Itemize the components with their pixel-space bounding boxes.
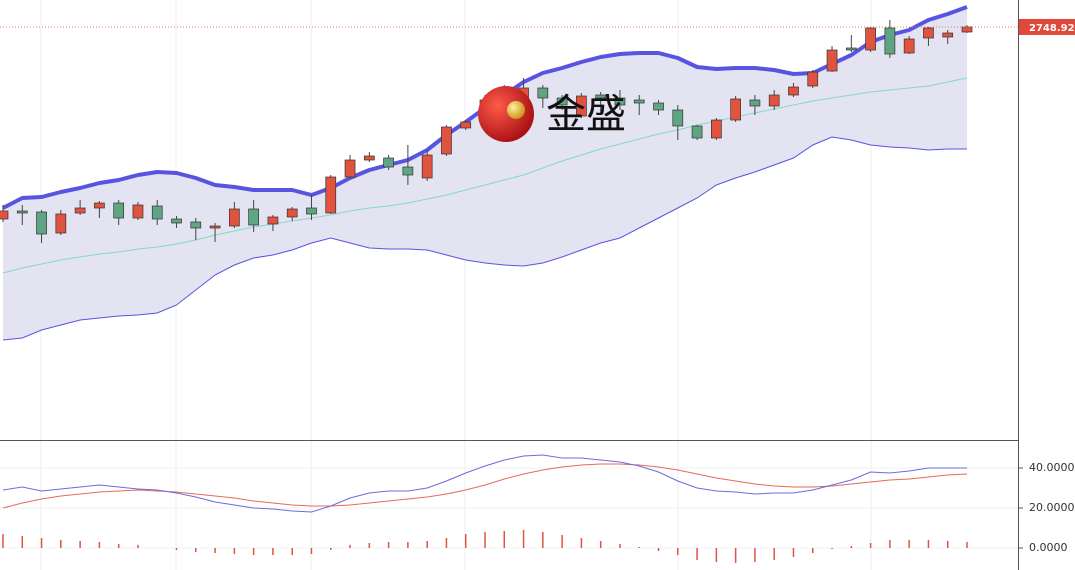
candle-body bbox=[441, 126, 452, 155]
y-tick-label: 20.0000 bbox=[1029, 501, 1075, 514]
candle-body bbox=[74, 207, 86, 214]
candle-body bbox=[730, 98, 741, 121]
logo-circle bbox=[478, 86, 534, 142]
candle-body bbox=[229, 208, 240, 227]
candle-body bbox=[460, 121, 472, 129]
watermark-logo: 金盛 bbox=[478, 86, 626, 142]
candle-body bbox=[614, 97, 626, 106]
candle-body bbox=[595, 94, 607, 99]
candle-body bbox=[151, 205, 163, 220]
candle-body bbox=[383, 157, 394, 168]
candle-body bbox=[306, 207, 317, 215]
y-tick-label: 0.0000 bbox=[1029, 541, 1068, 554]
candle-body bbox=[0, 210, 9, 220]
candle-body bbox=[190, 221, 202, 229]
candle-body bbox=[961, 26, 973, 33]
candle-body bbox=[691, 125, 703, 139]
candle-body bbox=[267, 216, 279, 225]
candle-body bbox=[633, 99, 645, 104]
candle-body bbox=[768, 94, 780, 107]
candle-body bbox=[672, 109, 684, 127]
candle-body bbox=[884, 27, 896, 55]
candle-body bbox=[576, 95, 587, 117]
candle-body bbox=[36, 211, 47, 235]
last-price-label: 2748.920 bbox=[1029, 23, 1075, 34]
candle-body bbox=[749, 99, 761, 107]
candle-body bbox=[94, 202, 105, 209]
candle-body bbox=[903, 38, 915, 54]
candle-body bbox=[171, 218, 182, 224]
price-axis: 2748.920 0.0000 20.0000 40.0000 bbox=[1018, 18, 1075, 554]
candle-body bbox=[556, 97, 568, 106]
last-price-box bbox=[1019, 18, 1075, 35]
candle-body bbox=[807, 71, 819, 87]
candle-body bbox=[845, 47, 857, 51]
candle-body bbox=[286, 208, 298, 218]
candle-body bbox=[132, 204, 144, 219]
macd-panel bbox=[0, 454, 1018, 563]
logo-dot bbox=[507, 101, 525, 119]
candle-body bbox=[923, 27, 934, 39]
price-panel bbox=[0, 5, 1018, 341]
candle-body bbox=[248, 208, 259, 226]
candle-body bbox=[788, 86, 799, 96]
macd-dif-line bbox=[2, 454, 967, 513]
candle-body bbox=[826, 49, 838, 72]
candle-body bbox=[653, 102, 664, 111]
candle-body bbox=[942, 32, 954, 38]
candle-body bbox=[325, 176, 337, 214]
candle-body bbox=[113, 202, 125, 219]
band-lower bbox=[2, 136, 967, 341]
candle-body bbox=[209, 225, 221, 229]
candle-body bbox=[363, 155, 375, 161]
candle-body bbox=[344, 159, 356, 178]
candle-body bbox=[402, 166, 414, 176]
candle-body bbox=[16, 210, 28, 214]
candle-body bbox=[55, 213, 67, 234]
watermark-text: 金盛 bbox=[546, 93, 626, 137]
band-middle bbox=[2, 77, 968, 274]
band-area bbox=[3, 7, 967, 340]
candle-body bbox=[711, 119, 722, 139]
candle-body bbox=[421, 154, 433, 179]
candle-body bbox=[865, 27, 876, 51]
candle-body bbox=[537, 87, 549, 99]
macd-dea-line bbox=[2, 463, 968, 509]
y-tick-label: 40.0000 bbox=[1029, 461, 1075, 474]
